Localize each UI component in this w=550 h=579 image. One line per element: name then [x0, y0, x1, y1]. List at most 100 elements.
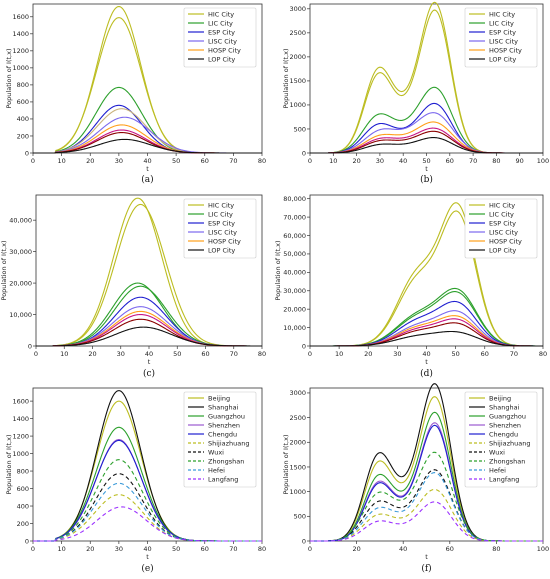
panel-d: 0 10 20 30 40 50 60 70 80 0 10,000 20,000 30,000 40,0…	[274, 194, 547, 379]
legend-label: LIC City	[208, 19, 233, 27]
y-axis-label: Population of I(t,x)	[282, 435, 290, 495]
series-line-shijiazhuang	[310, 488, 543, 542]
y-tick-label: 2000	[289, 53, 306, 61]
x-axis-label: t	[146, 165, 149, 173]
x-tick-label: 100	[537, 545, 549, 553]
y-tick-label: 1400	[12, 415, 29, 423]
legend-label: Zhongshan	[208, 457, 244, 465]
y-axis-label: Population of I(t,x)	[5, 435, 13, 495]
x-tick-label: 90	[516, 157, 524, 165]
x-axis-label: t	[425, 358, 428, 366]
y-tick-label: 600	[17, 98, 29, 106]
legend-label: LIC City	[489, 19, 514, 27]
x-tick-label: 20	[352, 157, 360, 165]
y-tick-label: 500	[294, 125, 306, 133]
y-tick-label: 1000	[289, 101, 306, 109]
legend-label: LIC City	[489, 210, 514, 218]
legend-label: LISC City	[208, 228, 237, 236]
y-tick-label: 40,000	[9, 216, 32, 224]
series-line-lic-city	[36, 282, 262, 347]
legend-label: ESP City	[489, 28, 516, 36]
y-tick-label: 30,000	[9, 248, 32, 256]
y-tick-label: 200	[17, 520, 29, 528]
legend-label: Hefei	[489, 466, 506, 474]
x-tick-label: 0	[308, 157, 312, 165]
panel-e: 0 10 20 30 40 50 60 70 8002004006008001000120014…	[5, 387, 266, 574]
x-tick-label: 80	[492, 545, 500, 553]
legend-label: Wuxi	[208, 448, 224, 456]
y-tick-label: 2000	[289, 439, 306, 447]
legend-label: ESP City	[208, 28, 235, 36]
series-line-esp-city	[36, 296, 262, 347]
x-tick-label: 60	[446, 545, 454, 553]
x-tick-label: 60	[446, 157, 454, 165]
x-tick-label: 0	[34, 350, 38, 358]
panel-caption: (d)	[420, 368, 433, 379]
panel-caption: (a)	[141, 174, 153, 185]
x-tick-label: 0	[308, 350, 312, 358]
x-tick-label: 50	[172, 545, 180, 553]
x-tick-label: 40	[399, 545, 407, 553]
x-tick-label: 50	[172, 157, 180, 165]
legend-label: Beijing	[489, 394, 511, 402]
legend-label: Guangzhou	[208, 412, 245, 420]
x-tick-label: 10	[57, 545, 65, 553]
panel-b: 0 10 20 30 40 50 60 70 80 90 100050010001500200025…	[282, 1, 549, 185]
x-tick-label: 80	[539, 350, 547, 358]
x-axis-label: t	[148, 358, 151, 366]
legend-label: Shanghai	[489, 403, 520, 411]
y-tick-label: 70,000	[283, 213, 306, 221]
series-line-lop-city	[33, 138, 262, 154]
series-line-zhongshan	[310, 451, 543, 542]
y-axis-label: Population of I(t,x)	[5, 49, 13, 109]
series-line-lop-city	[310, 330, 543, 347]
series-line-lop-city	[36, 326, 262, 347]
legend-label: ESP City	[489, 219, 516, 227]
legend-label: Zhongshan	[489, 457, 525, 465]
x-tick-label: 20	[86, 157, 94, 165]
y-tick-label: 0	[302, 537, 306, 545]
y-tick-label: 1000	[12, 64, 29, 72]
x-tick-label: 20	[364, 350, 372, 358]
y-tick-label: 1500	[289, 463, 306, 471]
legend-label: HOSP City	[489, 237, 522, 245]
y-tick-label: 1000	[289, 488, 306, 496]
x-tick-label: 20	[86, 545, 94, 553]
legend-label: Chengdu	[208, 430, 237, 438]
legend-label: Chengdu	[489, 430, 518, 438]
y-tick-label: 1200	[12, 432, 29, 440]
y-tick-label: 200	[17, 132, 29, 140]
series-line-lic-city	[310, 86, 543, 154]
legend-label: HIC City	[489, 201, 515, 209]
panel-a: 0 10 20 30 40 50 60 70 8002004006008001000120014…	[5, 3, 266, 185]
series-line-esp-city	[310, 102, 543, 154]
x-tick-label: 50	[173, 350, 181, 358]
legend-label: HIC City	[208, 201, 234, 209]
legend-label: ESP City	[208, 219, 235, 227]
x-tick-label: 60	[201, 350, 209, 358]
y-tick-label: 0	[25, 537, 29, 545]
y-tick-label: 400	[17, 502, 29, 510]
y-tick-label: 50,000	[283, 250, 306, 258]
plot-frame	[309, 387, 544, 542]
legend-label: HOSP City	[208, 46, 241, 54]
x-tick-label: 40	[143, 157, 151, 165]
legend-label: LOP City	[208, 246, 235, 254]
y-tick-label: 1500	[289, 77, 306, 85]
y-tick-label: 1600	[12, 397, 29, 405]
y-tick-label: 1400	[12, 30, 29, 38]
panel-c: 0 10 20 30 40 50 60 70 80 0 10,000 20,000 30,000 40,0…	[0, 194, 266, 379]
series-line-langfang	[310, 501, 543, 542]
x-tick-label: 30	[115, 545, 123, 553]
series-line	[310, 318, 543, 347]
y-tick-label: 500	[294, 513, 306, 521]
x-tick-label: 100	[537, 157, 549, 165]
x-tick-label: 70	[230, 350, 238, 358]
x-tick-label: 30	[115, 157, 123, 165]
legend-label: Shijiazhuang	[489, 439, 531, 447]
y-tick-label: 1200	[12, 47, 29, 55]
y-tick-label: 0	[302, 342, 306, 350]
